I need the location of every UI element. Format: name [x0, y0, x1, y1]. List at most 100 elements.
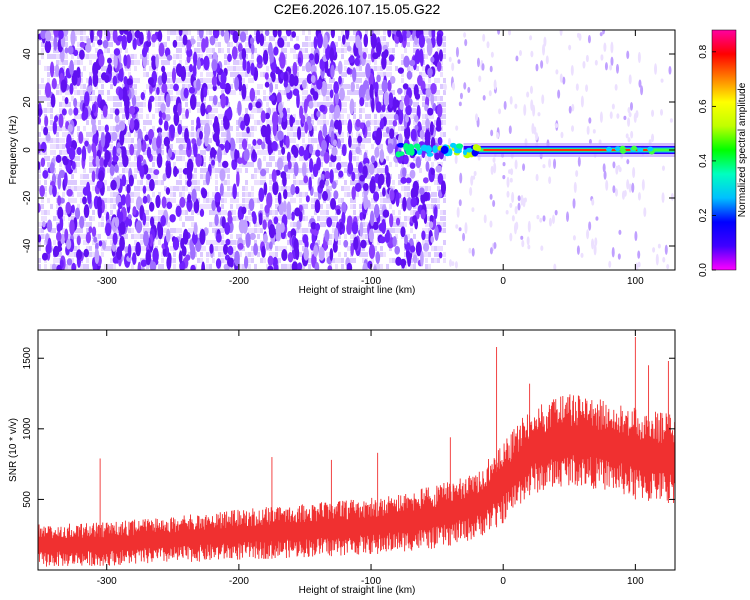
heat-cell — [356, 72, 359, 77]
heat-cell — [65, 36, 68, 41]
heat-cell — [272, 36, 275, 41]
heat-cell — [134, 234, 137, 239]
heat-cell — [167, 78, 170, 83]
heat-cell — [47, 210, 50, 215]
heat-cell — [323, 168, 326, 173]
heat-cell — [164, 186, 167, 191]
heat-cell — [254, 198, 257, 203]
heat-cell — [326, 102, 329, 107]
heat-cell — [320, 30, 323, 35]
heat-cell — [250, 37, 255, 45]
heat-cell — [211, 149, 217, 156]
heat-cell — [223, 243, 229, 255]
heat-cell — [286, 151, 291, 163]
heat-cell — [294, 207, 301, 217]
heat-cell — [407, 174, 410, 179]
heat-cell — [595, 216, 599, 221]
heat-cell — [38, 90, 41, 95]
heat-cell — [443, 258, 446, 263]
heat-cell — [74, 156, 77, 161]
heat-cell — [291, 31, 297, 38]
heat-cell — [134, 168, 137, 173]
heat-cell — [146, 180, 149, 185]
heat-cell — [403, 55, 410, 68]
heat-cell — [142, 195, 148, 204]
heat-cell — [112, 155, 119, 163]
heat-cell — [319, 58, 324, 70]
y-tick-label: 500 — [22, 491, 33, 508]
heat-cell — [301, 114, 306, 124]
heat-cell — [290, 66, 293, 71]
heat-cell — [296, 144, 299, 149]
heat-cell — [272, 156, 275, 161]
heat-cell — [254, 228, 257, 233]
heat-cell — [272, 108, 275, 113]
heat-cell — [44, 216, 47, 221]
heat-cell — [353, 138, 356, 143]
heat-cell — [197, 36, 200, 41]
heat-cell — [158, 42, 165, 57]
heat-cell — [263, 96, 266, 101]
heat-cell — [397, 87, 403, 95]
heat-cell — [329, 96, 332, 101]
heat-cell — [236, 120, 239, 125]
heat-cell — [122, 114, 125, 119]
y-tick-label: 1000 — [22, 417, 33, 440]
heat-cell — [65, 90, 68, 95]
heat-cell — [68, 186, 71, 191]
heat-cell — [137, 180, 140, 185]
heat-cell — [464, 222, 468, 235]
heat-cell — [374, 126, 377, 131]
heat-cell — [654, 63, 658, 75]
heat-cell — [443, 174, 446, 179]
heat-cell — [121, 86, 128, 102]
heat-cell — [104, 36, 107, 41]
heat-cell — [302, 30, 305, 35]
snr-x-ticks: -300 -200 -100 0 100 — [97, 330, 644, 587]
heat-cell — [369, 210, 375, 227]
heat-cell — [503, 100, 507, 110]
heat-cell — [401, 222, 404, 227]
heat-cell — [128, 144, 131, 149]
heat-cell — [143, 126, 146, 131]
heat-cell — [56, 216, 59, 221]
heat-cell — [66, 258, 73, 266]
heat-cell — [74, 168, 77, 173]
heat-cell — [374, 228, 377, 233]
heat-cell — [242, 198, 245, 203]
heat-cell — [344, 84, 347, 89]
heat-cell — [223, 118, 230, 130]
heat-cell — [200, 252, 203, 257]
heat-cell — [416, 258, 419, 263]
heat-cell — [186, 39, 192, 51]
heat-cell — [110, 264, 113, 269]
heat-cell — [612, 185, 616, 194]
heat-cell — [380, 168, 383, 173]
heat-cell — [173, 30, 176, 35]
x-tick-label: -300 — [97, 576, 117, 587]
heat-cell — [509, 232, 513, 242]
heat-cell — [116, 147, 122, 154]
heat-cell — [356, 144, 359, 149]
heat-cell — [107, 114, 110, 119]
heat-cell — [575, 83, 579, 91]
heat-cell — [185, 108, 189, 119]
heat-cell — [68, 147, 76, 161]
heat-cell — [377, 49, 381, 57]
heat-cell — [54, 115, 59, 123]
heat-cell — [212, 30, 220, 39]
heat-cell — [616, 113, 620, 119]
heat-cell — [203, 204, 206, 209]
heat-cell — [380, 90, 383, 95]
heat-cell — [316, 156, 322, 171]
heat-cell — [535, 132, 539, 141]
heat-cell — [185, 72, 188, 77]
heat-cell — [128, 72, 131, 77]
heat-cell — [224, 168, 227, 173]
heat-cell — [302, 204, 305, 209]
heat-cell — [176, 90, 179, 95]
heat-cell — [382, 187, 386, 197]
heat-cell — [284, 156, 287, 161]
heat-cell — [62, 228, 65, 233]
heat-cell — [347, 186, 350, 191]
